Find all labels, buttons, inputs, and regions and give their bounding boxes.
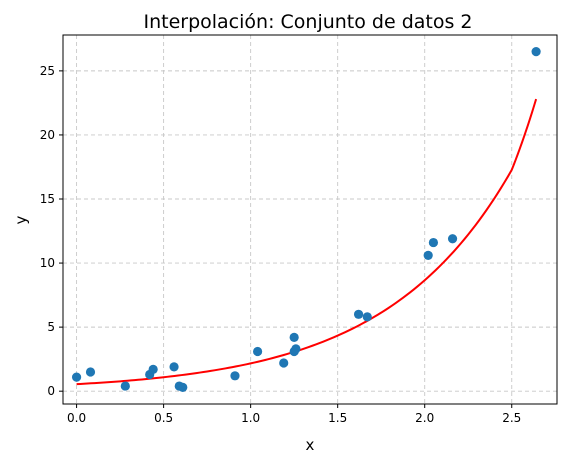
scatter-point — [253, 346, 263, 357]
scatter-point — [178, 382, 188, 392]
fit-curve-layer — [76, 98, 538, 386]
scatter-point — [289, 332, 299, 342]
y-tick-label: 15 — [40, 192, 55, 206]
scatter-point — [230, 371, 240, 381]
chart-title: Interpolación: Conjunto de datos 2 — [143, 11, 472, 33]
grid — [63, 35, 557, 404]
fit-curve-line — [76, 98, 538, 386]
x-axis-label: x — [306, 436, 315, 454]
y-tick-label: 25 — [40, 64, 55, 78]
scatter-point — [279, 358, 289, 368]
scatter-point — [362, 312, 372, 322]
scatter-point — [120, 381, 130, 391]
scatter-point — [353, 309, 364, 319]
scatter-point — [291, 344, 301, 354]
scatter-point — [423, 250, 433, 260]
scatter-point — [428, 237, 439, 248]
x-tick-label: 0.5 — [154, 411, 173, 425]
scatter-point — [169, 362, 179, 372]
x-tick-label: 1.5 — [328, 411, 347, 425]
y-tick-label: 20 — [40, 128, 55, 142]
x-tick-label: 0.0 — [67, 411, 86, 425]
x-axis-ticks: 0.0 0.5 1.0 1.5 2.0 2.5 — [67, 404, 521, 425]
plot-frame — [62, 34, 558, 405]
x-tick-label: 2.0 — [415, 411, 434, 425]
scatter-points-layer — [71, 47, 541, 392]
scatter-point — [447, 234, 458, 244]
scatter-point — [71, 372, 82, 382]
y-axis-label: y — [12, 215, 30, 224]
x-tick-label: 1.0 — [241, 411, 260, 425]
scatter-point — [148, 364, 158, 375]
y-tick-label: 5 — [47, 320, 55, 334]
y-axis-ticks: 0 5 10 15 20 25 — [40, 64, 63, 398]
y-tick-label: 10 — [40, 256, 55, 270]
scatter-point — [85, 367, 96, 377]
scatter-point — [531, 47, 541, 57]
x-tick-label: 2.5 — [502, 411, 521, 425]
y-tick-label: 0 — [47, 384, 55, 398]
